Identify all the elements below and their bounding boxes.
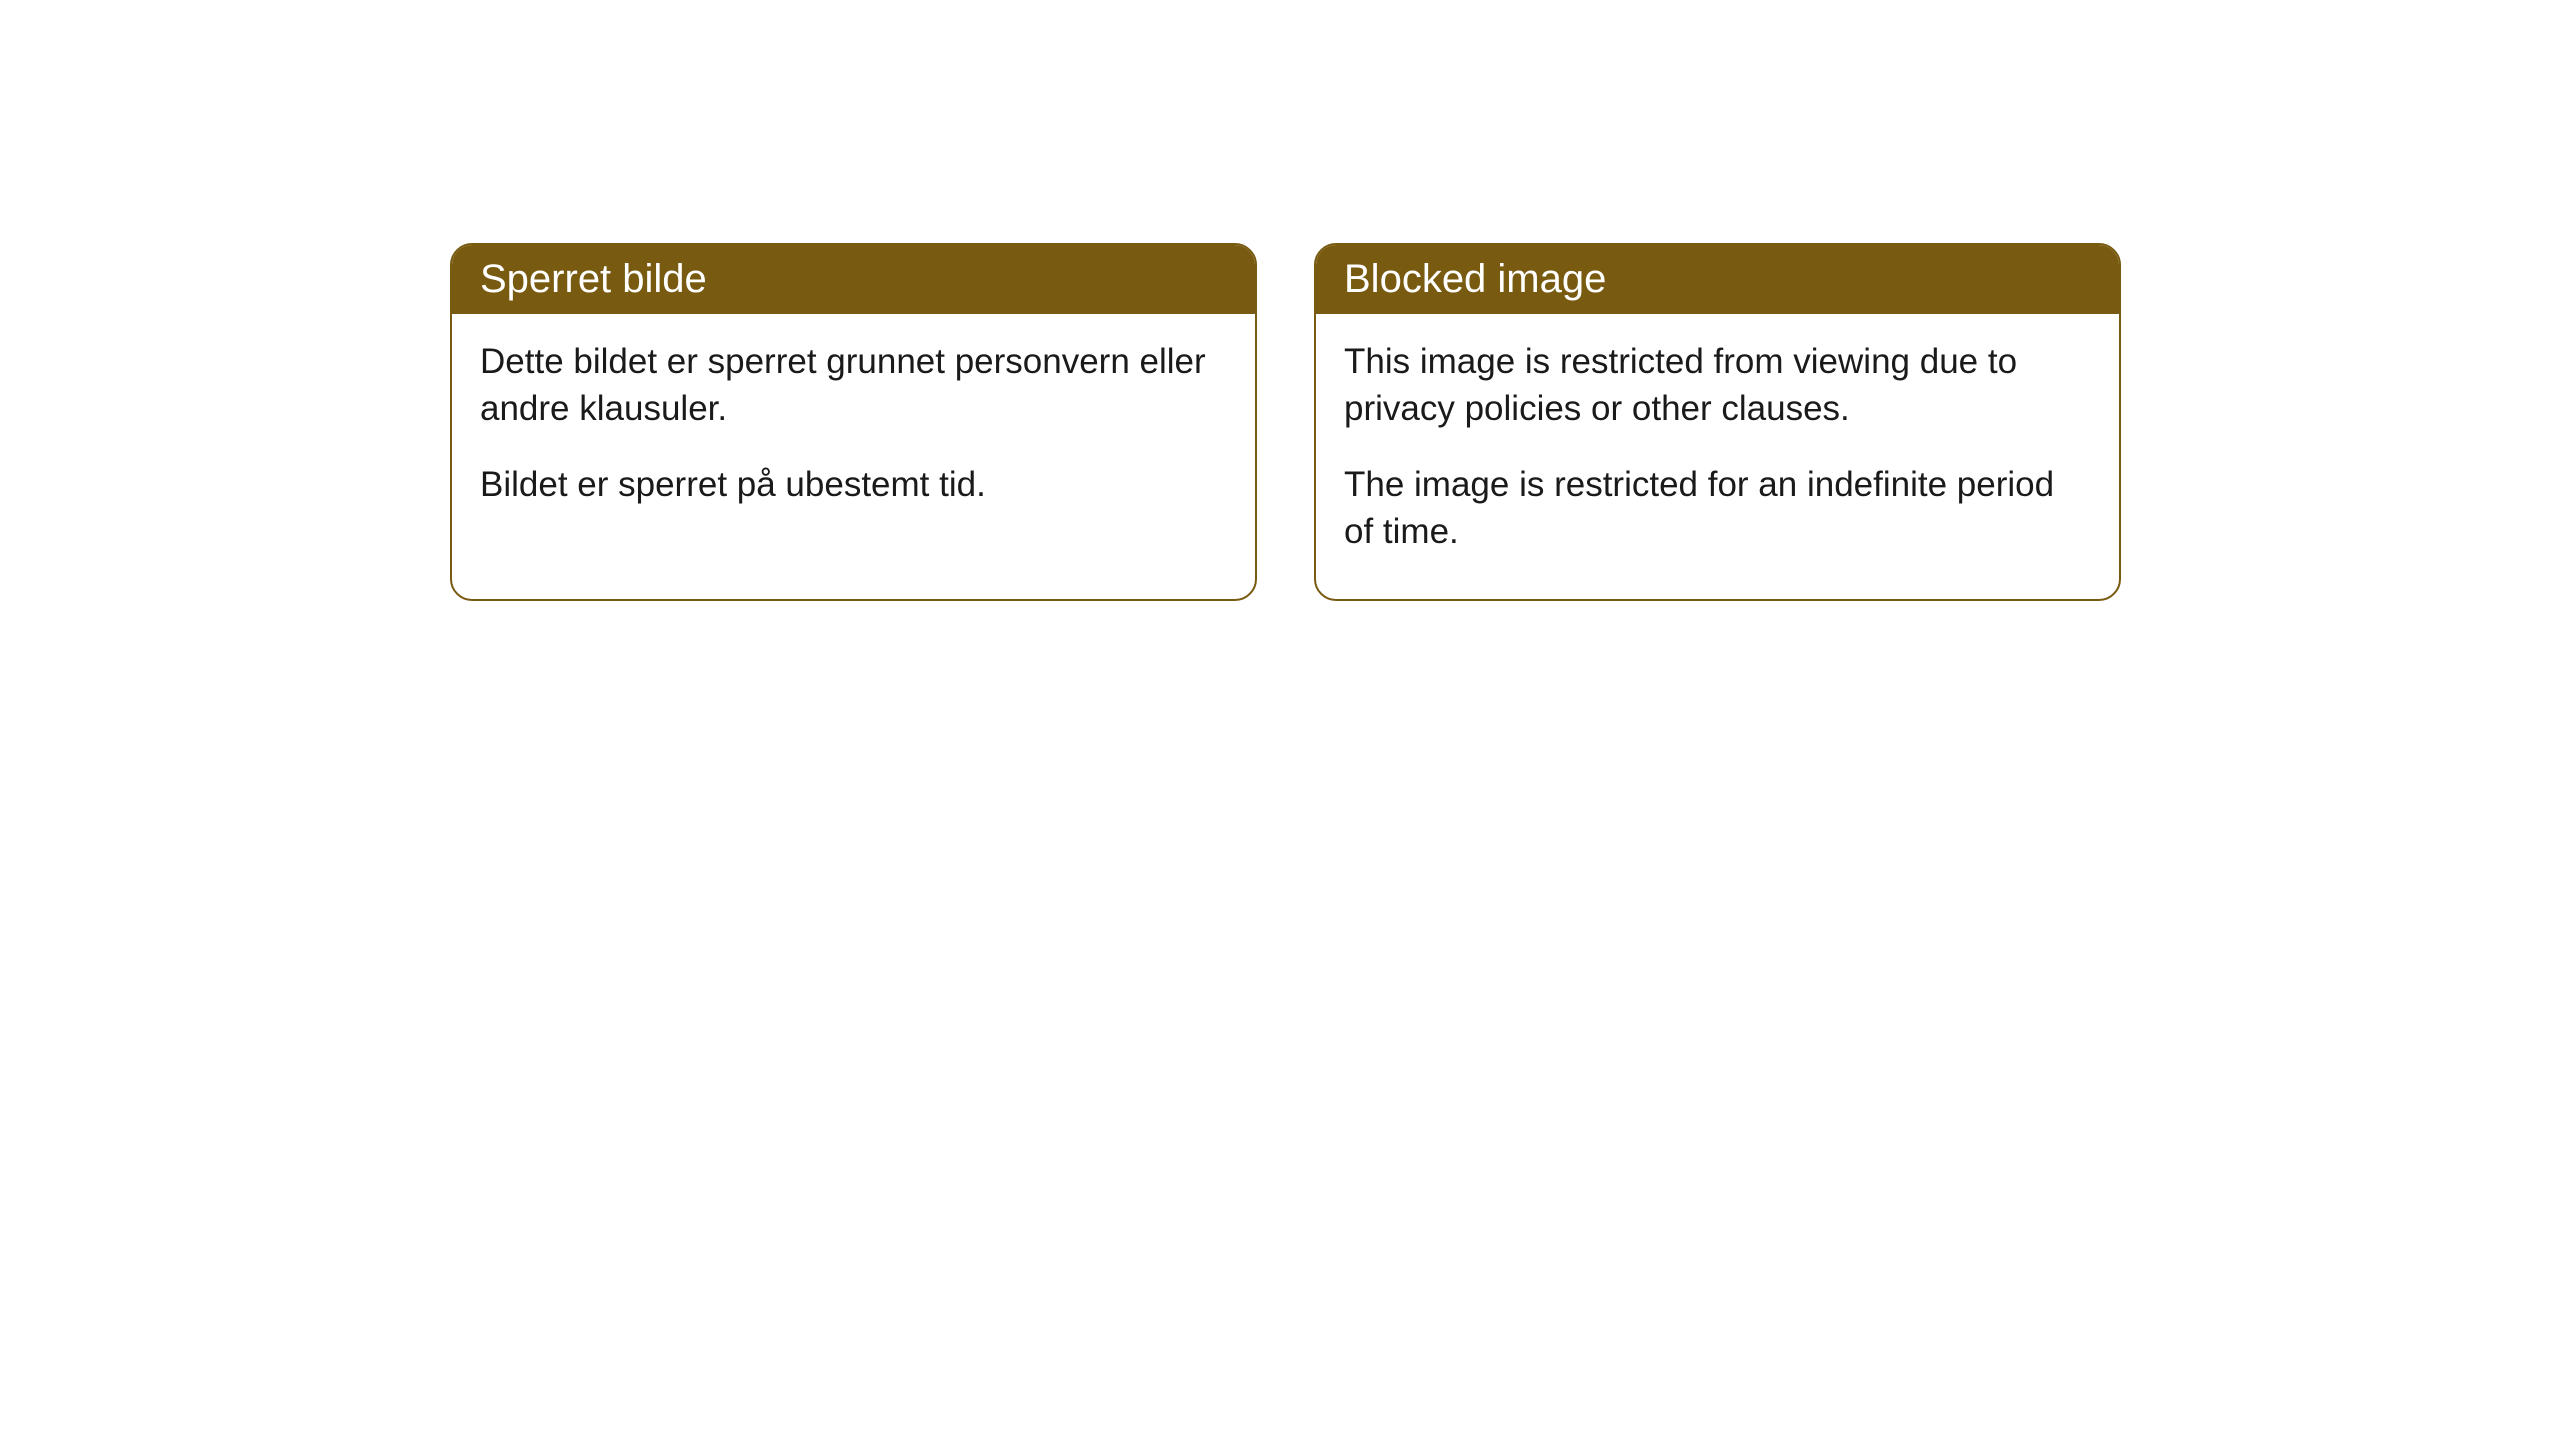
card-title: Blocked image bbox=[1344, 257, 1606, 301]
card-paragraph-2: The image is restricted for an indefinit… bbox=[1344, 461, 2091, 556]
blocked-image-card-norwegian: Sperret bilde Dette bildet er sperret gr… bbox=[450, 243, 1257, 601]
blocked-image-card-english: Blocked image This image is restricted f… bbox=[1314, 243, 2121, 601]
card-container: Sperret bilde Dette bildet er sperret gr… bbox=[450, 243, 2121, 601]
card-header: Sperret bilde bbox=[452, 245, 1255, 314]
card-paragraph-1: Dette bildet er sperret grunnet personve… bbox=[480, 338, 1227, 433]
card-body: This image is restricted from viewing du… bbox=[1316, 314, 2119, 599]
card-title: Sperret bilde bbox=[480, 257, 707, 301]
card-header: Blocked image bbox=[1316, 245, 2119, 314]
card-body: Dette bildet er sperret grunnet personve… bbox=[452, 314, 1255, 552]
card-paragraph-1: This image is restricted from viewing du… bbox=[1344, 338, 2091, 433]
card-paragraph-2: Bildet er sperret på ubestemt tid. bbox=[480, 461, 1227, 508]
